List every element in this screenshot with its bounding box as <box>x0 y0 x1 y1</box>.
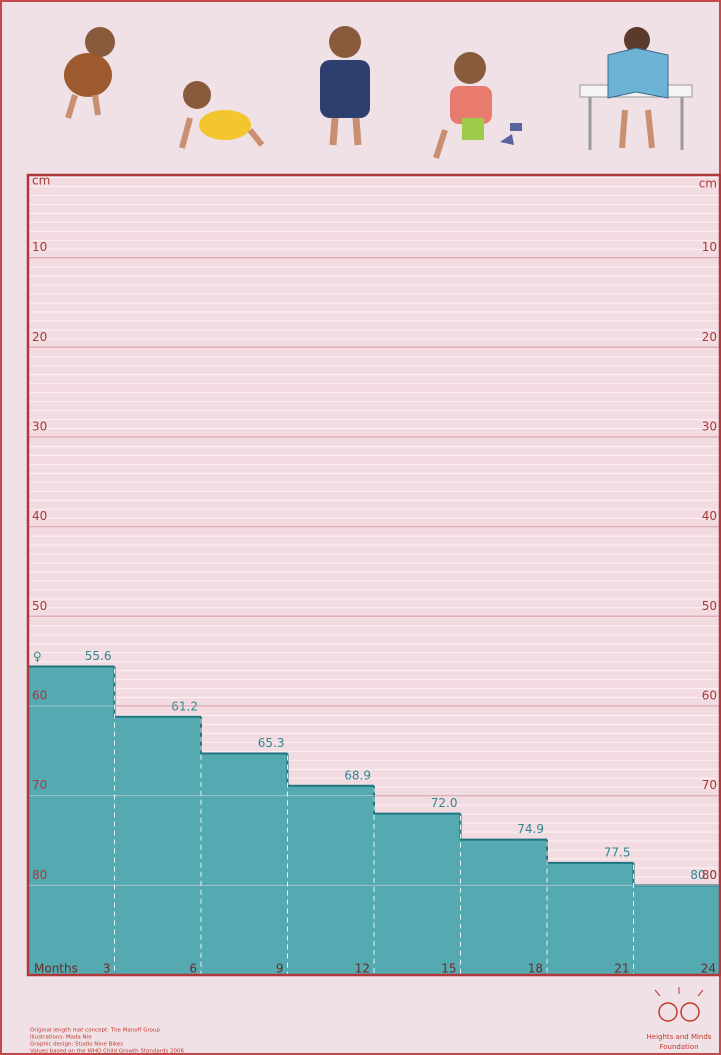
y-tick-label-right: 80 <box>702 868 717 882</box>
unit-right: cm <box>699 177 717 191</box>
value-label: 65.3 <box>258 736 285 750</box>
y-tick-label: 10 <box>32 240 47 254</box>
step-bar <box>114 716 201 975</box>
x-tick-label: 24 <box>701 962 716 976</box>
credit: Original length mat concept: The Manoff … <box>30 1028 160 1034</box>
step-bar <box>633 885 720 975</box>
step-bar <box>547 862 634 975</box>
y-tick-label-right: 20 <box>702 330 717 344</box>
y-tick-label-right: 10 <box>702 240 717 254</box>
step-bar <box>28 666 115 975</box>
unit-left: cm <box>32 174 50 188</box>
y-tick-label: 70 <box>32 778 47 792</box>
credits: Original length mat concept: The Manoff … <box>30 1028 185 1055</box>
x-tick-label: 6 <box>189 962 197 976</box>
logo: Heights and Minds Foundation <box>647 987 712 1051</box>
baby-playing <box>433 52 522 159</box>
baby-lying <box>64 27 115 119</box>
y-tick-label: 40 <box>32 509 47 523</box>
y-tick-label-right: 60 <box>702 689 717 703</box>
x-axis-label: Months <box>34 962 78 976</box>
baby-standing <box>320 26 370 146</box>
x-tick-label: 18 <box>528 962 543 976</box>
child-reading <box>579 27 693 150</box>
illustrations <box>64 26 693 159</box>
x-tick-label: 3 <box>103 962 111 976</box>
value-label: 77.5 <box>604 845 631 859</box>
plot-border <box>26 173 721 977</box>
y-tick-label-right: 70 <box>702 778 717 792</box>
logo-text: Heights and Minds <box>647 1033 712 1041</box>
credit: Graphic design: Studio Nine Bikes <box>30 1042 123 1048</box>
step-bar <box>287 785 374 975</box>
sex-symbol: ♀ <box>33 650 42 664</box>
step-bar <box>374 813 461 975</box>
logo-text: Foundation <box>659 1043 698 1051</box>
value-label: 55.6 <box>85 649 112 663</box>
y-tick-label: 60 <box>32 689 47 703</box>
y-tick-label-right: 50 <box>702 599 717 613</box>
y-tick-label-right: 40 <box>702 509 717 523</box>
y-tick-label: 80 <box>32 868 47 882</box>
y-tick-label: 50 <box>32 599 47 613</box>
x-tick-label: 21 <box>614 962 629 976</box>
value-label: 80.0 <box>690 868 717 882</box>
credit: Illustrations: Mada Nie <box>30 1035 92 1041</box>
y-tick-label-right: 30 <box>702 420 717 434</box>
x-tick-label: 9 <box>276 962 284 976</box>
step-bar <box>460 839 547 975</box>
step-bar <box>201 753 288 975</box>
value-label: 68.9 <box>344 768 371 782</box>
credit: Values based on the WHO Child Growth Sta… <box>30 1049 185 1055</box>
value-label: 72.0 <box>431 796 458 810</box>
baby-crawling <box>179 81 265 149</box>
y-tick-label: 30 <box>32 420 47 434</box>
y-tick-label: 20 <box>32 330 47 344</box>
x-tick-label: 12 <box>355 962 370 976</box>
x-tick-label: 15 <box>441 962 456 976</box>
value-label: 74.9 <box>517 822 544 836</box>
